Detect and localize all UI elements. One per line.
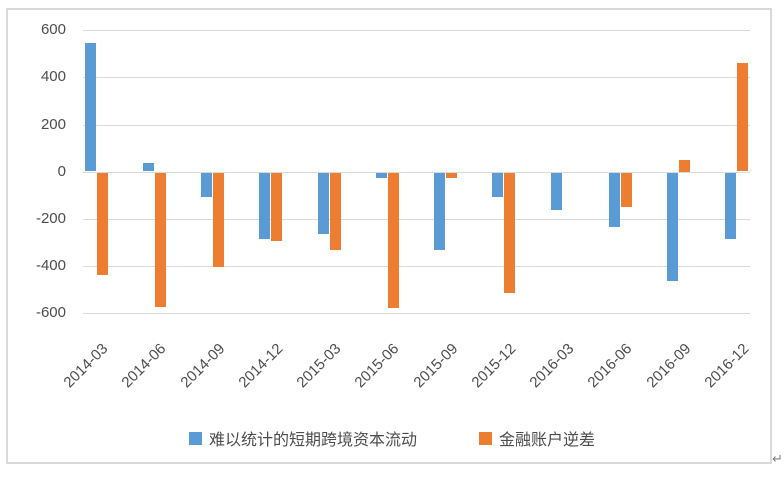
bar-2014-06-series-1 — [155, 173, 166, 307]
gridline--400 — [83, 266, 750, 267]
bar-2014-12-series-0 — [259, 173, 270, 239]
legend-item-unrecorded-flows: 难以统计的短期跨境资本流动 — [188, 426, 417, 450]
bar-2015-03-series-0 — [318, 173, 329, 234]
bar-2014-03-series-0 — [85, 43, 96, 171]
gridline-600 — [83, 30, 750, 31]
bar-2015-06-series-0 — [376, 173, 387, 178]
bar-2016-09-series-1 — [679, 160, 690, 172]
bar-2014-09-series-1 — [213, 173, 224, 267]
bar-2016-12-series-0 — [725, 173, 736, 239]
bar-2015-09-series-1 — [446, 173, 457, 178]
y-tick-label: -400 — [35, 257, 66, 274]
y-tick-label: 0 — [57, 163, 66, 180]
bar-2014-09-series-0 — [201, 173, 212, 197]
bar-2014-12-series-1 — [271, 173, 282, 241]
paragraph-return-icon: ↵ — [772, 451, 783, 466]
y-tick-label: 200 — [40, 116, 66, 133]
legend: 难以统计的短期跨境资本流动 金融账户逆差 — [0, 426, 784, 450]
legend-item-financial-account-deficit: 金融账户逆差 — [479, 426, 595, 450]
bar-2015-12-series-0 — [492, 173, 503, 197]
bar-2015-03-series-1 — [330, 173, 341, 250]
bar-2015-09-series-0 — [434, 173, 445, 250]
bar-2016-06-series-0 — [609, 173, 620, 227]
bar-2014-03-series-1 — [97, 173, 108, 275]
legend-label-financial-account-deficit: 金融账户逆差 — [499, 432, 596, 449]
gridline-200 — [83, 125, 750, 126]
gridline-0 — [83, 172, 750, 173]
bar-2016-03-series-0 — [551, 173, 562, 210]
y-tick-label: 600 — [40, 21, 66, 38]
bar-2014-06-series-0 — [143, 163, 154, 171]
bar-2016-09-series-0 — [667, 173, 678, 281]
legend-swatch-blue-icon — [188, 431, 202, 445]
gridline--200 — [83, 219, 750, 220]
y-tick-label: -200 — [35, 210, 66, 227]
y-tick-label: 400 — [40, 68, 66, 85]
bar-2015-06-series-1 — [388, 173, 399, 308]
legend-label-unrecorded-flows: 难以统计的短期跨境资本流动 — [208, 432, 417, 449]
y-tick-label: -600 — [35, 304, 66, 321]
bar-2015-12-series-1 — [504, 173, 515, 293]
bar-2016-12-series-1 — [737, 63, 748, 171]
bar-2016-06-series-1 — [621, 173, 632, 207]
gridline-400 — [83, 77, 750, 78]
legend-swatch-orange-icon — [479, 431, 492, 445]
gridline--600 — [83, 313, 750, 314]
